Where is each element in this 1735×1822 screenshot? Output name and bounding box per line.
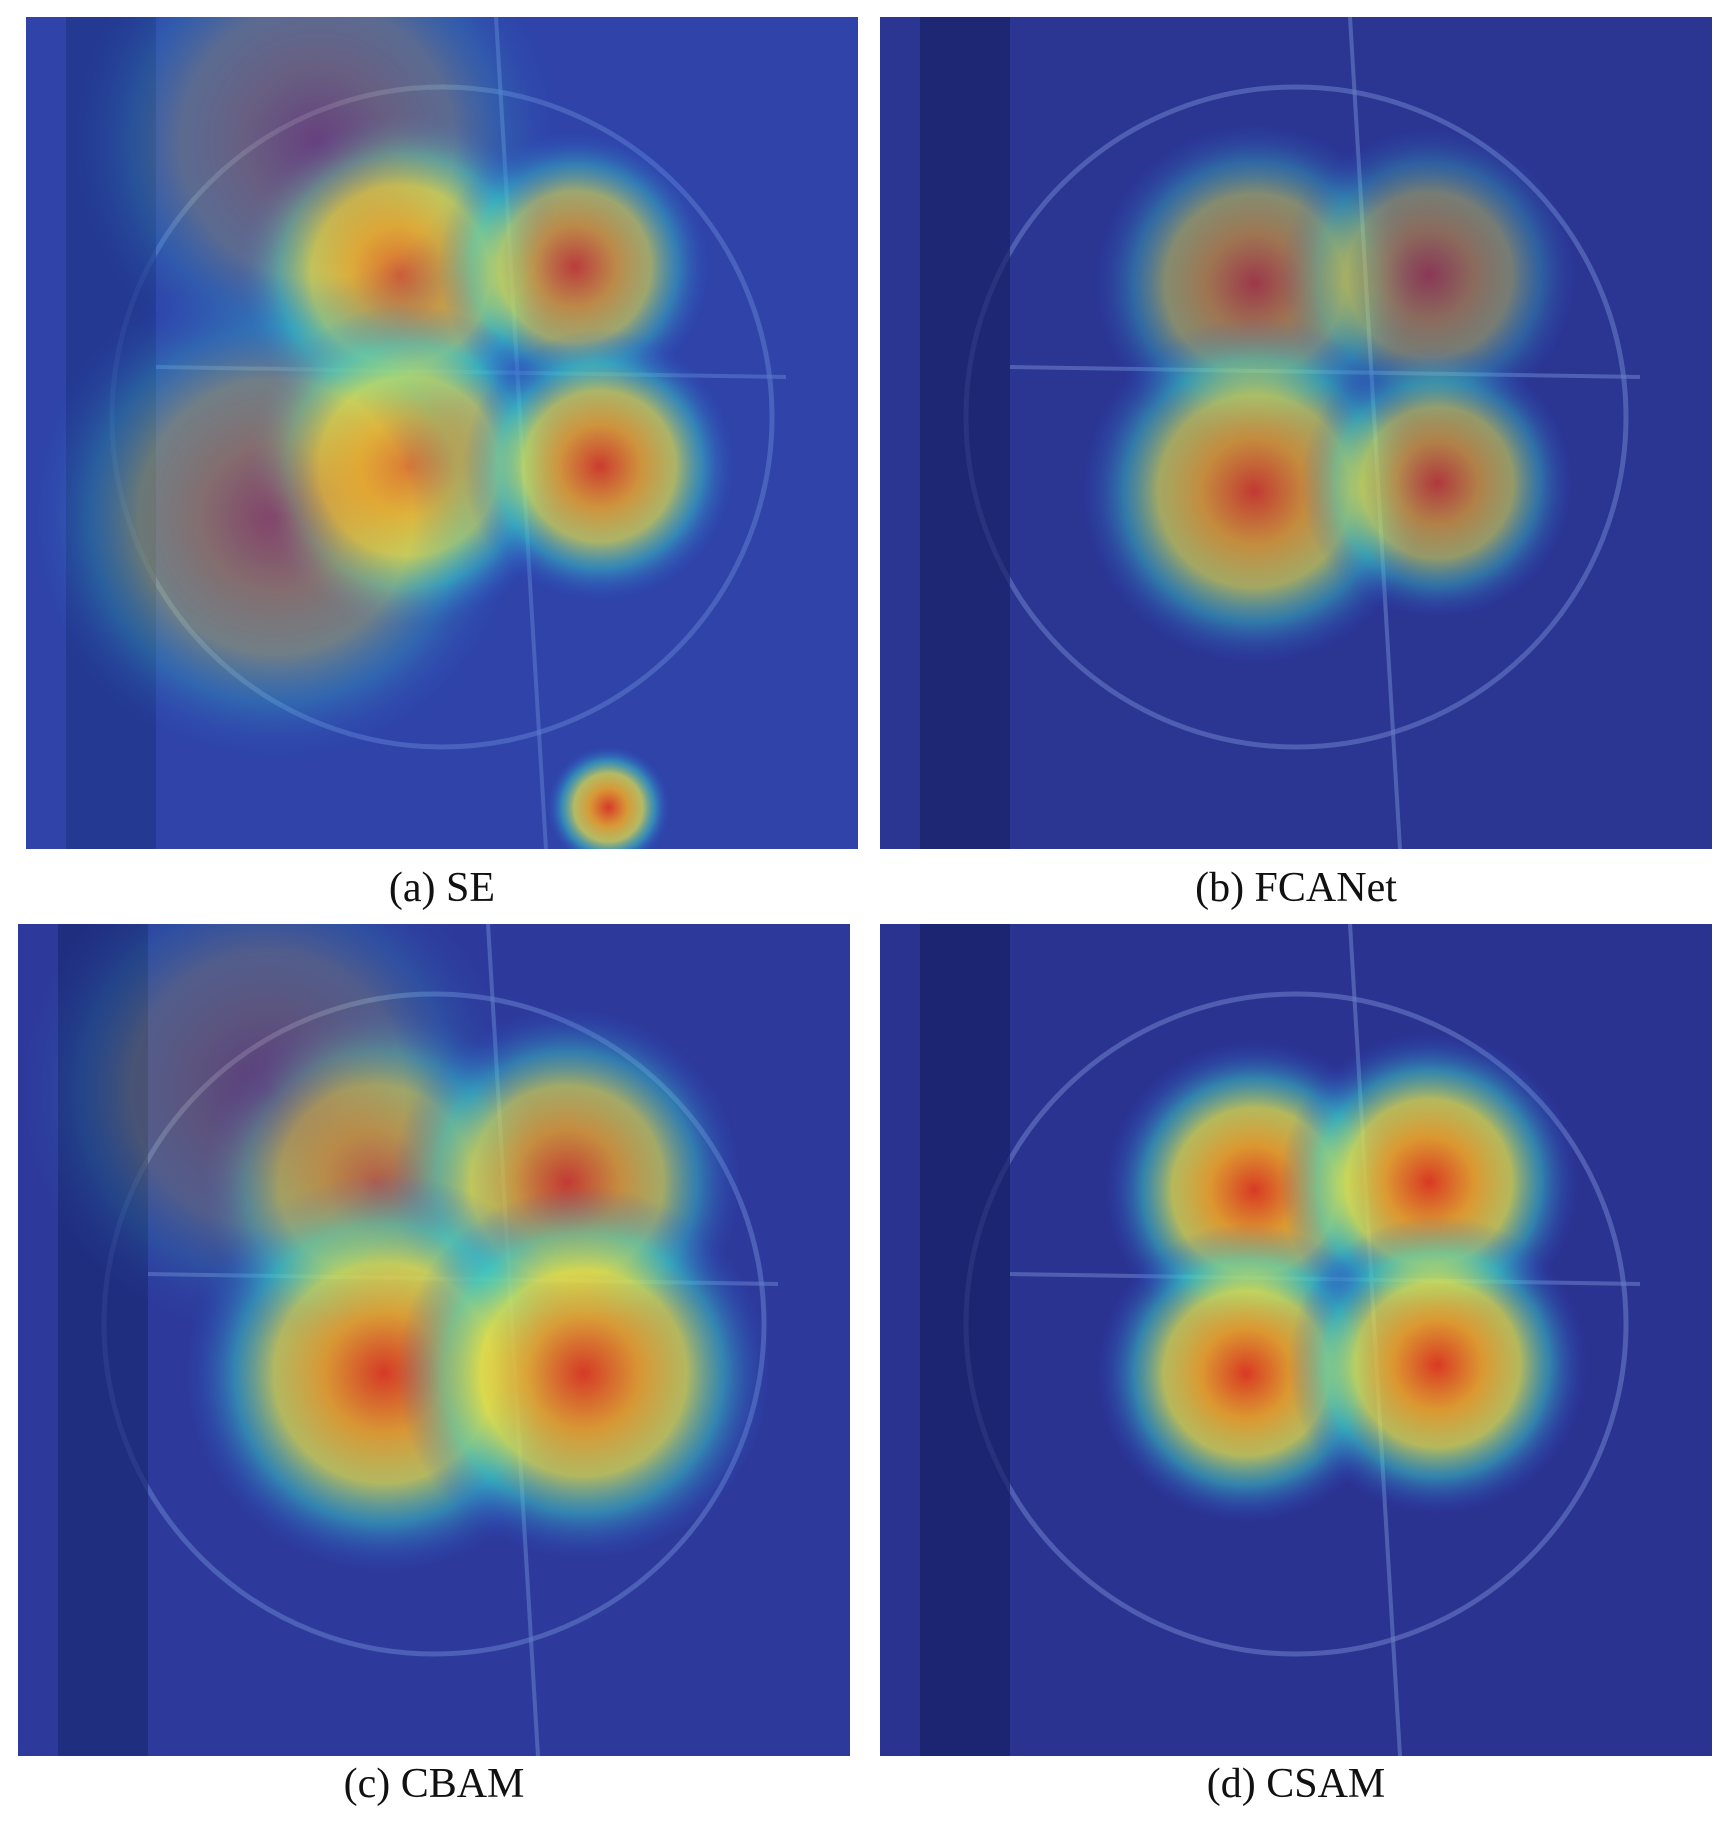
- caption: (c) CBAM: [343, 1761, 525, 1807]
- heat-blob: [18, 924, 518, 1340]
- tree-line: [920, 17, 1010, 849]
- heat-blob: [26, 266, 526, 766]
- caption: (b) FCANet: [1195, 865, 1397, 911]
- heatmap-panel: [880, 17, 1712, 849]
- tree-line: [920, 924, 1010, 1756]
- heat-blob: [396, 1186, 771, 1561]
- heat-blob: [462, 329, 738, 604]
- caption: (a) SE: [388, 865, 496, 911]
- caption: (d) CSAM: [1206, 1761, 1386, 1807]
- heat-blob: [546, 745, 671, 849]
- heat-blob: [1287, 1215, 1588, 1515]
- heat-blob: [1300, 345, 1575, 621]
- heatmap-panel: [880, 924, 1712, 1756]
- heatmap-panel: [18, 924, 850, 1756]
- heat-blob: [67, 17, 567, 392]
- heatmap-panel: [26, 17, 858, 849]
